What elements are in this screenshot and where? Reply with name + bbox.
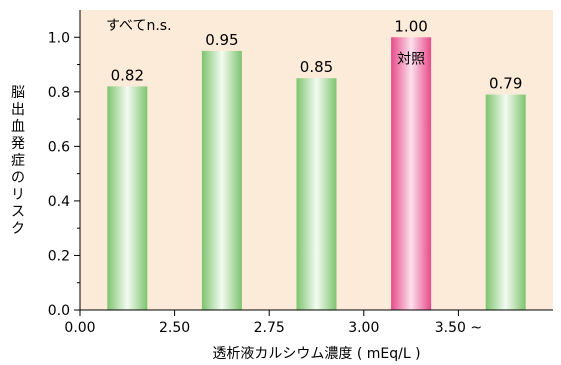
reference-label: 対照 [397, 51, 425, 67]
y-tick-label-3: 0.6 [48, 139, 70, 155]
bar-3 [391, 37, 432, 310]
data-label-4: 0.79 [489, 75, 522, 93]
x-tick-label-2: 2.75 [254, 320, 285, 336]
data-label-1: 0.95 [205, 31, 238, 49]
x-tick-label-4: 3.50 ~ [435, 320, 482, 336]
y-title-char: ク [11, 221, 25, 237]
x-ticks: 0.00 2.50 2.75 3.00 3.50 ~ [64, 310, 482, 336]
bar-2 [296, 78, 337, 310]
bar-1 [201, 50, 242, 311]
y-tick-label-1: 0.2 [48, 248, 70, 264]
data-label-2: 0.85 [300, 58, 333, 76]
x-tick-label-0: 0.00 [64, 320, 95, 336]
x-axis-title: 透析液カルシウム濃度 ( mEq/L ) [212, 346, 420, 362]
x-tick-label-3: 3.00 [348, 320, 379, 336]
bar-0 [107, 86, 148, 310]
y-title-char: ス [11, 204, 25, 220]
y-tick-label-2: 0.4 [48, 194, 70, 210]
bar-4 [485, 94, 526, 310]
y-title-char: 出 [11, 102, 25, 118]
bars [107, 37, 526, 311]
y-tick-label-5: 1.0 [48, 30, 70, 46]
x-tick-label-1: 2.50 [159, 320, 190, 336]
significance-note: すべてn.s. [106, 18, 172, 34]
y-tick-label-4: 0.8 [48, 85, 70, 101]
y-axis-title: 脳出血発症のリスク [11, 85, 25, 237]
y-tick-label-0: 0.0 [48, 303, 70, 319]
y-title-char: 発 [11, 136, 25, 152]
y-title-char: の [11, 170, 25, 186]
y-title-char: リ [11, 187, 25, 203]
y-title-char: 血 [11, 119, 25, 135]
data-labels: 0.82 0.95 0.85 1.00 0.79 [111, 17, 523, 92]
y-title-char: 脳 [11, 85, 25, 101]
data-label-3: 1.00 [394, 17, 427, 35]
y-ticks: 0.0 0.2 0.4 0.6 0.8 1.0 [48, 30, 80, 319]
data-label-0: 0.82 [111, 66, 144, 84]
y-title-char: 症 [11, 153, 25, 169]
